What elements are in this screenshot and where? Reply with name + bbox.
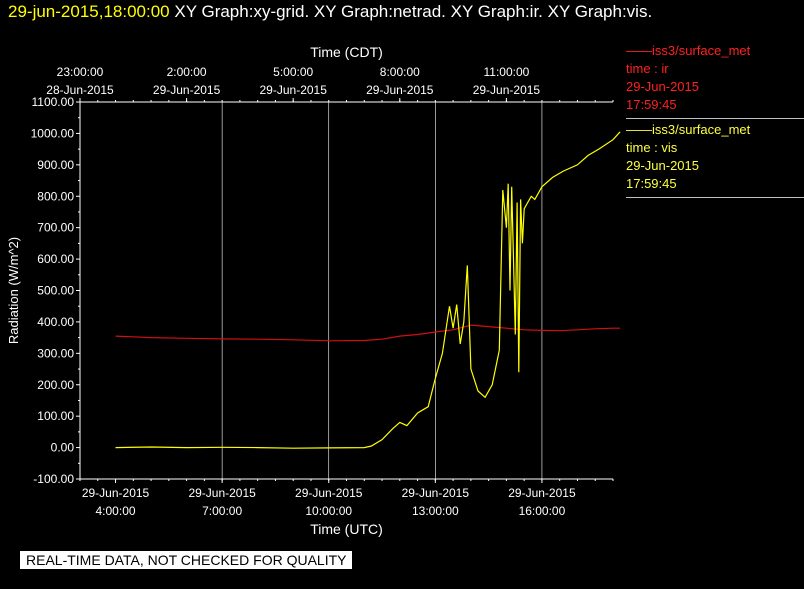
legend-series-name: ——iss3/surface_met (626, 43, 751, 58)
x-bottom-tick-time: 10:00:00 (305, 504, 352, 518)
x-bottom-tick-time: 7:00:00 (202, 504, 242, 518)
y-tick-label: 900.00 (37, 158, 74, 172)
x-bottom-tick-date: 29-Jun-2015 (508, 486, 576, 500)
x-axis-label: Time (UTC) (310, 521, 383, 537)
legend-entry-vis: ——iss3/surface_met time : vis 29-Jun-201… (626, 119, 804, 198)
x-bottom-tick-date: 29-Jun-2015 (82, 486, 150, 500)
timestamp: 29-jun-2015,18:00:00 (8, 2, 170, 21)
x-top-tick-time: 5:00:00 (273, 65, 313, 79)
graph-titles: XY Graph:xy-grid. XY Graph:netrad. XY Gr… (174, 2, 653, 21)
x-bottom-tick-time: 13:00:00 (412, 504, 459, 518)
x-top-tick-time: 2:00:00 (167, 65, 207, 79)
y-axis-label: Radiation (W/m^2) (6, 237, 21, 344)
header-bar: 29-jun-2015,18:00:00 XY Graph:xy-grid. X… (8, 2, 652, 22)
y-tick-label: 1100.00 (32, 95, 75, 109)
y-tick-label: 700.00 (37, 221, 74, 235)
x-top-tick-date: 28-Jun-2015 (46, 83, 114, 97)
y-tick-label: -100.00 (33, 472, 74, 486)
y-tick-label: 600.00 (37, 252, 74, 266)
x-bottom-tick-date: 29-Jun-2015 (402, 486, 470, 500)
legend: ——iss3/surface_met time : ir 29-Jun-2015… (626, 40, 804, 198)
x-bottom-tick-time: 16:00:00 (519, 504, 566, 518)
legend-time: 17:59:45 (626, 176, 677, 191)
y-tick-label: 300.00 (37, 346, 74, 360)
quality-notice: REAL-TIME DATA, NOT CHECKED FOR QUALITY (20, 551, 353, 569)
legend-series-name: ——iss3/surface_met (626, 122, 751, 137)
legend-variable: time : ir (626, 61, 669, 76)
y-tick-label: 500.00 (37, 284, 74, 298)
x-bottom-tick-date: 29-Jun-2015 (295, 486, 363, 500)
x-top-tick-time: 8:00:00 (380, 65, 420, 79)
y-tick-label: 0.00 (51, 441, 75, 455)
x-top-tick-date: 29-Jun-2015 (366, 83, 434, 97)
legend-variable: time : vis (626, 140, 678, 155)
y-tick-label: 400.00 (37, 315, 74, 329)
series-line-vis (115, 131, 621, 449)
legend-date: 29-Jun-2015 (626, 158, 699, 173)
x-top-tick-time: 11:00:00 (483, 65, 529, 79)
x-bottom-tick-time: 4:00:00 (96, 504, 136, 518)
y-tick-label: 1000.00 (31, 126, 75, 140)
x-top-tick-date: 29-Jun-2015 (153, 83, 221, 97)
legend-entry-ir: ——iss3/surface_met time : ir 29-Jun-2015… (626, 40, 804, 119)
x-axis-top-label: Time (CDT) (310, 44, 383, 60)
legend-date: 29-Jun-2015 (626, 79, 699, 94)
y-tick-label: 200.00 (37, 378, 74, 392)
x-bottom-tick-date: 29-Jun-2015 (188, 486, 256, 500)
y-tick-label: 800.00 (37, 189, 74, 203)
x-top-tick-time: 23:00:00 (57, 65, 104, 79)
legend-time: 17:59:45 (626, 97, 677, 112)
x-top-tick-date: 29-Jun-2015 (473, 83, 541, 97)
series-line-ir (115, 324, 621, 342)
x-top-tick-date: 29-Jun-2015 (260, 83, 328, 97)
y-tick-label: 100.00 (37, 409, 74, 423)
